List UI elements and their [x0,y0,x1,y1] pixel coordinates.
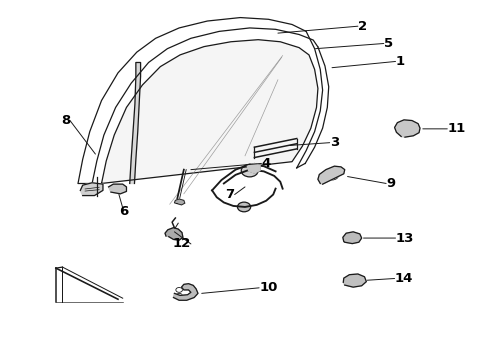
Text: 1: 1 [395,55,405,68]
Text: 9: 9 [386,177,395,190]
Circle shape [356,276,362,281]
Text: 2: 2 [358,20,367,33]
Text: 13: 13 [395,231,414,244]
Circle shape [404,130,411,135]
Circle shape [408,122,416,127]
Circle shape [346,281,353,286]
Circle shape [241,165,258,177]
Circle shape [411,124,414,126]
Polygon shape [343,232,362,244]
Text: 10: 10 [259,281,277,294]
Polygon shape [174,199,185,205]
Circle shape [176,293,182,298]
Text: 11: 11 [447,122,465,135]
Polygon shape [247,163,260,173]
Circle shape [329,173,335,177]
Text: 8: 8 [61,114,70,127]
Text: 3: 3 [330,136,339,149]
Text: 12: 12 [172,238,191,251]
Polygon shape [394,120,420,137]
Polygon shape [165,228,183,240]
Polygon shape [101,40,318,184]
Circle shape [238,202,251,212]
Text: 14: 14 [394,272,413,285]
Polygon shape [109,184,126,194]
Circle shape [406,131,409,133]
Circle shape [357,278,360,280]
Polygon shape [343,274,367,287]
Text: 5: 5 [384,37,393,50]
Text: 4: 4 [262,157,270,170]
Text: 7: 7 [225,188,235,201]
Circle shape [176,288,182,292]
Text: 6: 6 [119,204,128,217]
Polygon shape [318,166,345,184]
Circle shape [348,283,351,285]
Polygon shape [173,284,198,300]
Polygon shape [130,63,141,184]
Polygon shape [80,183,103,195]
